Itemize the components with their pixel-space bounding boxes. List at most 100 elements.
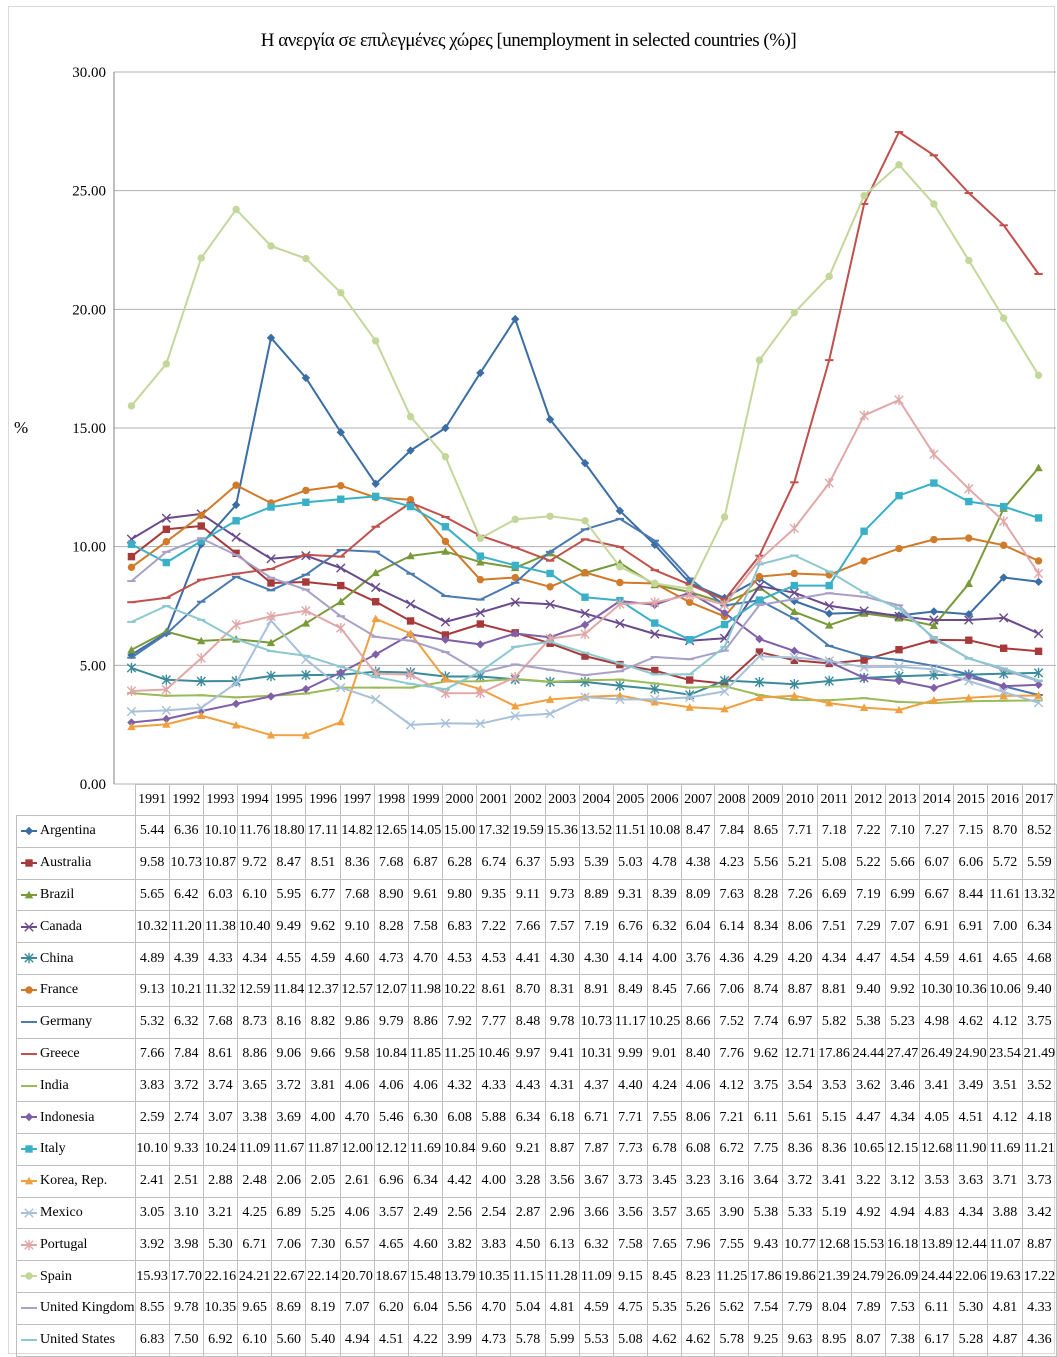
- data-point: [231, 678, 241, 688]
- table-cell: 2.54: [476, 1196, 512, 1230]
- y-tick-label: 30.00: [72, 65, 106, 81]
- table-cell: 17.11: [305, 815, 341, 848]
- table-cell: 9.97: [510, 1037, 546, 1071]
- table-cell: 6.96: [373, 1164, 409, 1198]
- data-point: [302, 486, 310, 495]
- table-cell: 13.89: [919, 1228, 955, 1262]
- series-canada: [126, 509, 1044, 646]
- table-cell: 8.47: [681, 815, 716, 848]
- data-point: [860, 656, 868, 664]
- table-cell: 9.78: [544, 1005, 580, 1039]
- table-cell: 10.10: [134, 1132, 170, 1166]
- table-cell: 10.35: [476, 1260, 512, 1293]
- data-point: [720, 704, 729, 713]
- data-point: [406, 412, 415, 421]
- y-tick-label: 20.00: [72, 302, 106, 318]
- table-cell: 2.49: [407, 1196, 444, 1230]
- data-point: [441, 523, 450, 531]
- data-point: [24, 1208, 34, 1218]
- series-spain: [127, 161, 1043, 593]
- table-cell: 8.73: [237, 1005, 273, 1039]
- table-cell: 4.37: [578, 1069, 614, 1103]
- data-point: [755, 356, 764, 364]
- data-point: [790, 691, 799, 700]
- table-cell: 5.56: [442, 1291, 478, 1325]
- legend-entry: Spain: [16, 1260, 136, 1293]
- table-cell: 4.61: [953, 942, 989, 975]
- table-cell: 14.82: [339, 815, 375, 848]
- data-point: [685, 703, 694, 711]
- data-point: [475, 687, 486, 699]
- table-cell: 7.84: [714, 815, 750, 848]
- table-cell: 4.20: [782, 942, 818, 975]
- table-cell: 3.64: [748, 1164, 784, 1198]
- table-cell: 8.19: [305, 1291, 341, 1325]
- table-cell: 7.06: [271, 1228, 307, 1262]
- table-cell: 2.41: [134, 1164, 170, 1198]
- table-cell: 8.95: [816, 1323, 852, 1357]
- table-cell: 3.52: [1021, 1069, 1057, 1103]
- table-cell: 10.65: [850, 1132, 886, 1166]
- table-cell: 4.33: [202, 942, 239, 975]
- table-cell: 5.61: [782, 1101, 818, 1134]
- data-point: [336, 428, 345, 437]
- data-point: [616, 578, 624, 587]
- legend-entry: Australia: [16, 846, 136, 880]
- table-cell: 11.09: [578, 1260, 614, 1293]
- data-point: [580, 628, 590, 640]
- data-point: [615, 680, 625, 691]
- legend-key-icon: [21, 953, 37, 964]
- table-cell: 12.44: [953, 1228, 989, 1262]
- legend-label: Italy: [40, 1141, 66, 1157]
- table-cell: 11.15: [510, 1260, 546, 1293]
- data-point: [755, 596, 764, 604]
- table-cell: 8.09: [681, 878, 716, 912]
- data-point: [998, 613, 1009, 623]
- data-point: [999, 541, 1008, 549]
- data-point: [475, 719, 486, 729]
- data-point: [999, 691, 1008, 700]
- data-point: [790, 581, 799, 590]
- data-point: [476, 640, 485, 649]
- data-point: [25, 1272, 33, 1281]
- table-cell: 10.36: [953, 973, 989, 1007]
- table-cell: 5.78: [714, 1323, 750, 1357]
- legend-key-icon: [21, 1272, 37, 1281]
- table-cell: 3.53: [919, 1164, 955, 1198]
- data-point: [127, 402, 136, 410]
- data-point: [1034, 557, 1043, 565]
- table-cell: 4.51: [953, 1101, 989, 1134]
- data-point: [161, 684, 172, 695]
- table-cell: 10.40: [237, 910, 273, 944]
- table-cell: 5.15: [816, 1101, 852, 1134]
- table-cell: 4.34: [816, 942, 852, 975]
- data-point: [580, 608, 590, 619]
- data-point: [511, 629, 520, 638]
- table-cell: 6.20: [373, 1291, 409, 1325]
- table-cell: 8.86: [407, 1005, 444, 1039]
- table-cell: 22.16: [202, 1260, 239, 1293]
- table-cell: 5.38: [748, 1196, 784, 1230]
- data-point: [859, 703, 869, 711]
- legend-entry: Italy: [16, 1132, 136, 1166]
- table-cell: 3.21: [202, 1196, 239, 1230]
- series-germany: [127, 517, 1043, 696]
- table-cell: 7.00: [987, 910, 1023, 944]
- x-tick-label: 2006: [646, 784, 683, 816]
- data-point: [162, 525, 171, 534]
- legend-key-icon: [21, 1176, 37, 1185]
- data-point: [616, 660, 624, 669]
- table-cell: 7.71: [782, 815, 818, 848]
- series-line: [131, 131, 1040, 604]
- legend-entry: Mexico: [16, 1196, 136, 1230]
- x-tick-label: 1992: [168, 784, 204, 816]
- table-cell: 2.56: [442, 1196, 478, 1230]
- table-cell: 4.12: [987, 1005, 1023, 1039]
- table-cell: 3.67: [578, 1164, 614, 1198]
- table-cell: 4.53: [442, 942, 478, 975]
- x-tick-label: 2017: [1021, 784, 1057, 816]
- table-cell: 5.53: [578, 1323, 614, 1357]
- table-cell: 8.36: [782, 1132, 818, 1166]
- data-point: [301, 619, 311, 627]
- table-cell: 10.21: [168, 973, 204, 1007]
